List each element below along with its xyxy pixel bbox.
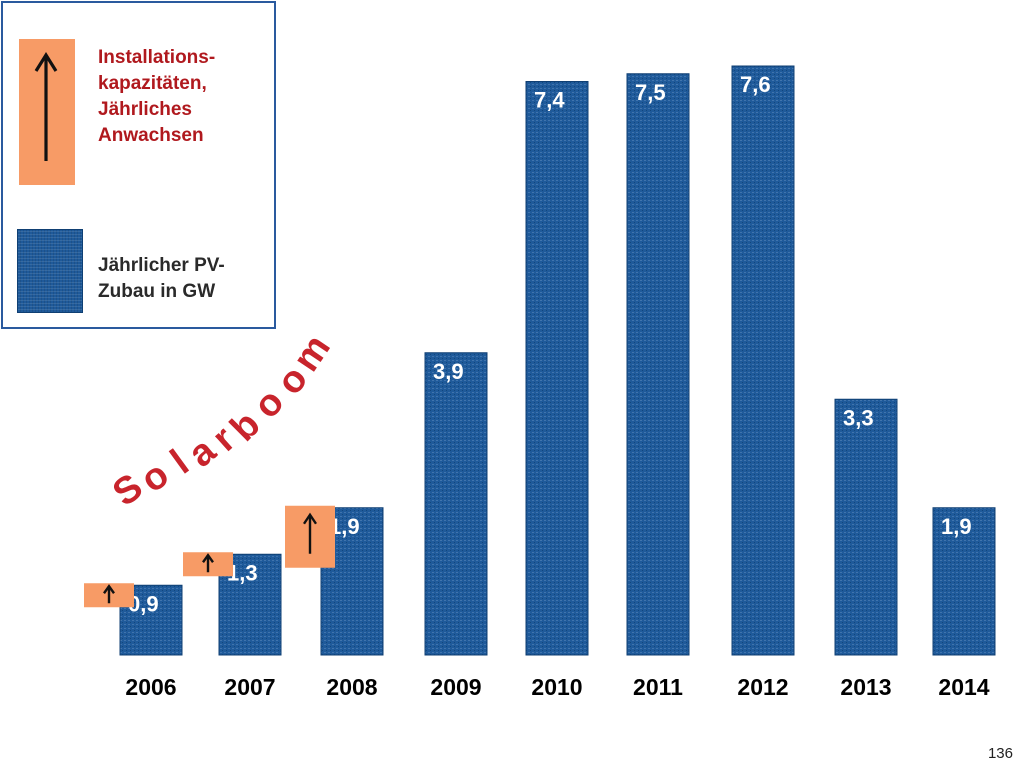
category-label-2008: 2008 (326, 674, 377, 700)
legend-bar-label: Jährlicher PV- Zubau in GW (98, 255, 225, 302)
labels-layer: 0,920061,320071,920083,920097,420107,520… (125, 72, 989, 700)
legend-arrow-swatch (19, 39, 75, 185)
value-label-2012: 7,6 (740, 72, 771, 97)
legend: Installations-kapazitäten, Jährliches Anwa… (1, 1, 276, 329)
page-number: 136 (987, 745, 1013, 762)
category-label-2012: 2012 (737, 674, 788, 700)
growth-arrow-2007 (183, 552, 233, 577)
bar-2012 (731, 65, 795, 656)
bar-2011 (626, 73, 690, 656)
growth-arrow-2006 (84, 583, 134, 608)
growth-arrow-2008 (285, 505, 335, 568)
value-label-2014: 1,9 (941, 514, 972, 539)
legend-arrow-label: Installations-kapazitäten, Jährliches Anwa… (98, 47, 216, 146)
up-arrow-head (303, 512, 317, 525)
legend-bar-swatch (17, 229, 83, 313)
bar-2010 (525, 81, 589, 656)
bar-2014 (932, 507, 996, 656)
category-label-2013: 2013 (840, 674, 891, 700)
value-label-2013: 3,3 (843, 405, 874, 430)
value-label-2011: 7,5 (635, 80, 666, 105)
value-label-2010: 7,4 (534, 88, 565, 113)
category-label-2010: 2010 (531, 674, 582, 700)
value-label-2009: 3,9 (433, 359, 464, 384)
bars-layer (119, 65, 996, 656)
category-label-2014: 2014 (938, 674, 989, 700)
category-label-2009: 2009 (430, 674, 481, 700)
bar-2013 (834, 398, 898, 656)
up-arrow-head (103, 584, 115, 594)
category-label-2006: 2006 (125, 674, 176, 700)
up-arrow-icon (34, 51, 58, 161)
bar-2009 (424, 352, 488, 656)
category-label-2007: 2007 (224, 674, 275, 700)
arrows-layer (84, 505, 335, 608)
category-label-2011: 2011 (633, 674, 683, 700)
up-arrow-head (202, 553, 214, 563)
